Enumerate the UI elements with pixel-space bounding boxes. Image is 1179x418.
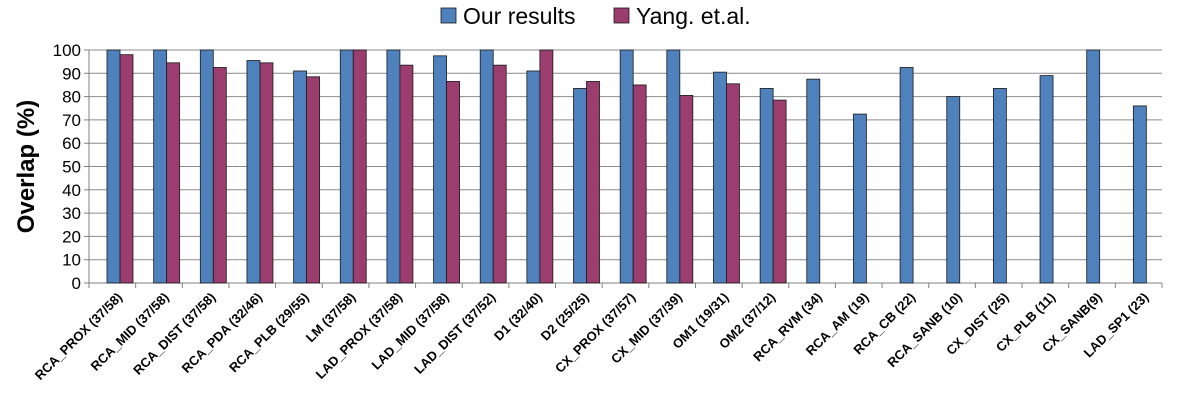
bar-yang-et-al-13 (726, 83, 740, 284)
y-tick-label: 70 (62, 111, 81, 130)
y-tick-label: 60 (62, 134, 81, 153)
x-tick-label: RCA_DIST (37/58) (130, 290, 218, 378)
bar-yang-et-al-11 (632, 84, 647, 284)
bar-yang-et-al-14 (772, 99, 787, 284)
legend-swatch-yang-et-al (613, 7, 630, 24)
y-tick-label: 80 (62, 88, 81, 107)
bar-yang-et-al-5 (352, 49, 367, 284)
bar-our-results-20 (1039, 75, 1054, 284)
bar-our-results-9 (526, 70, 541, 284)
bar-our-results-12 (666, 49, 681, 284)
bar-our-results-4 (293, 70, 308, 284)
bar-our-results-18 (946, 96, 961, 284)
bar-our-results-8 (479, 49, 494, 284)
bar-yang-et-al-10 (586, 81, 600, 284)
x-tick-label: RCA_PROX (37/58) (32, 290, 125, 383)
bar-yang-et-al-12 (679, 95, 694, 284)
x-tick-label: LAD_DIST (37/52) (411, 290, 498, 377)
bar-yang-et-al-7 (446, 81, 460, 284)
bar-yang-et-al-2 (212, 67, 227, 284)
y-tick-label: 0 (72, 274, 81, 293)
bar-our-results-1 (153, 49, 168, 284)
y-tick-label: 40 (62, 181, 81, 200)
bar-our-results-0 (106, 49, 121, 284)
x-tick-label: RCA_MID (37/58) (88, 290, 172, 374)
y-tick-label: 30 (62, 204, 81, 223)
bar-our-results-7 (433, 55, 447, 284)
bar-yang-et-al-0 (119, 54, 134, 284)
bar-yang-et-al-6 (399, 64, 414, 284)
y-tick-label: 10 (62, 251, 81, 270)
y-axis-label: Overlap (%) (13, 100, 40, 233)
x-tick-label: CX_PROX (37/57) (552, 290, 638, 376)
bar-our-results-16 (853, 113, 867, 284)
bar-our-results-5 (339, 49, 354, 284)
bar-our-results-17 (899, 67, 914, 284)
bar-our-results-3 (246, 60, 261, 284)
bar-yang-et-al-3 (259, 62, 274, 284)
x-tick-label: RCA_PLB (29/55) (226, 290, 312, 376)
bar-our-results-11 (619, 49, 634, 284)
x-tick-label: D1 (32/40) (491, 290, 545, 344)
x-tick-label: RCA_PDA (32/46) (179, 290, 265, 376)
y-tick-label: 100 (53, 41, 81, 60)
x-tick-label: LAD_PROX (37/58) (313, 290, 405, 382)
bar-our-results-15 (806, 78, 821, 284)
bar-our-results-10 (573, 88, 587, 284)
bar-yang-et-al-9 (539, 49, 554, 284)
bar-our-results-13 (713, 71, 727, 284)
bar-our-results-21 (1086, 49, 1101, 284)
bar-our-results-22 (1132, 105, 1147, 284)
legend-swatch-our-results (440, 7, 457, 24)
legend-label-our-results: Our results (463, 3, 575, 29)
bar-our-results-2 (199, 49, 214, 284)
bar-yang-et-al-1 (166, 62, 181, 284)
bar-yang-et-al-8 (492, 64, 507, 284)
legend-label-yang-et-al: Yang. et.al. (636, 3, 751, 29)
bar-our-results-6 (386, 49, 401, 284)
bar-yang-et-al-4 (306, 76, 321, 284)
bar-our-results-19 (992, 88, 1007, 284)
y-tick-label: 90 (62, 64, 81, 83)
y-tick-label: 50 (62, 158, 81, 177)
y-tick-label: 20 (62, 227, 81, 246)
bar-our-results-14 (759, 88, 774, 284)
